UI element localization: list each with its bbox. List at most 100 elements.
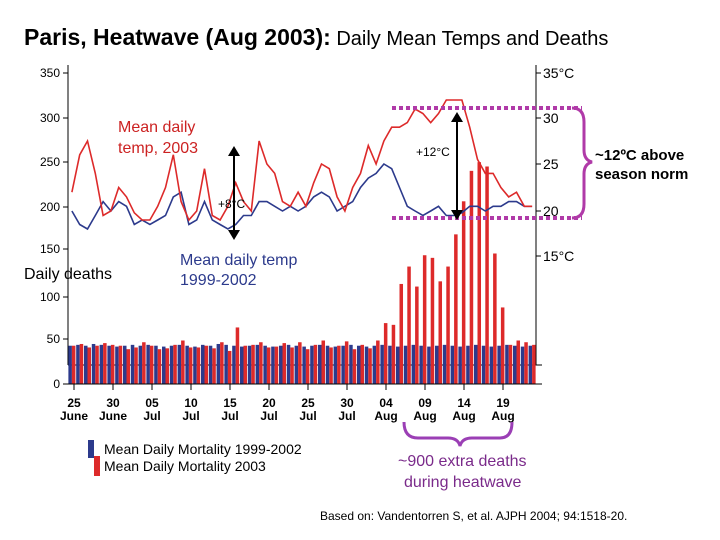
bar-2003 — [142, 342, 146, 384]
bar-2003 — [212, 348, 216, 384]
bar-2003 — [391, 324, 396, 384]
right-tick-label-15: 15°C — [543, 248, 574, 264]
bar-baseline — [255, 344, 260, 384]
bar-baseline — [161, 346, 166, 384]
label-extra-deaths-line2: during heatwave — [404, 474, 522, 491]
bar-baseline — [403, 345, 408, 384]
bar-baseline — [193, 346, 197, 384]
x-tick-label-month: Jul — [338, 409, 355, 423]
plus12-arrow-down-head — [451, 210, 463, 220]
bar-2003 — [493, 253, 497, 384]
bar-baseline — [419, 345, 423, 384]
x-tick-label-day: 04 — [379, 396, 393, 410]
chart-title-sub: Daily Mean Temps and Deaths — [330, 28, 609, 50]
bar-2003 — [110, 344, 115, 384]
x-tick-label-month: Aug — [452, 409, 475, 423]
x-tick-label-month: Jul — [143, 409, 160, 423]
left-tick-label-50: 50 — [47, 332, 61, 346]
bar-baseline — [154, 345, 158, 384]
bar-baseline — [512, 345, 517, 384]
left-tick-label-100: 100 — [40, 290, 60, 304]
bar-2003 — [383, 323, 388, 384]
chart-title: Paris, Heatwave (Aug 2003): Daily Mean T… — [24, 24, 608, 51]
bar-2003 — [376, 340, 380, 384]
left-tick-label-200: 200 — [40, 200, 60, 214]
bar-2003 — [305, 349, 310, 384]
bar-2003 — [103, 343, 107, 384]
bar-2003 — [329, 347, 333, 384]
x-tick-label-month: Jul — [182, 409, 199, 423]
bar-baseline — [341, 345, 345, 384]
bar-baseline — [442, 344, 447, 384]
x-tick-label-month: Jul — [260, 409, 277, 423]
label-mean-temp-2003-line2: temp, 2003 — [118, 140, 198, 157]
bar-2003 — [251, 344, 255, 384]
bar-baseline — [83, 345, 88, 384]
x-tick-label-day: 25 — [67, 396, 81, 410]
source-footnote: Based on: Vandentorren S, et al. AJPH 20… — [320, 509, 628, 523]
bar-2003 — [532, 344, 536, 384]
bar-baseline — [528, 345, 533, 384]
bar-baseline — [169, 345, 174, 384]
bar-baseline — [286, 344, 291, 384]
label-mean-temp-2003-line1: Mean daily — [118, 119, 195, 136]
bar-2003 — [360, 344, 365, 384]
right-tick-label-35: 35°C — [543, 65, 574, 81]
bar-baseline — [458, 346, 462, 384]
label-plus8: +8°C — [218, 197, 245, 211]
x-tick-label-day: 10 — [184, 396, 198, 410]
x-tick-label-month: Aug — [374, 409, 397, 423]
x-tick-label-month: June — [99, 409, 127, 423]
bar-baseline — [489, 346, 494, 384]
bar-baseline — [278, 345, 283, 384]
extra-deaths-brace — [402, 421, 514, 447]
bar-baseline — [138, 345, 143, 384]
bar-baseline — [185, 345, 189, 384]
bar-2003 — [181, 340, 185, 384]
bar-2003 — [500, 307, 505, 384]
bar-2003 — [399, 283, 404, 384]
bars-layer — [68, 162, 542, 385]
left-tick-label-250: 250 — [40, 155, 60, 169]
bar-2003 — [259, 342, 263, 384]
x-tick-label-month: Aug — [491, 409, 514, 423]
bar-2003 — [227, 350, 232, 384]
label-extra-deaths-line1: ~900 extra deaths — [398, 453, 527, 470]
bar-2003 — [149, 345, 154, 384]
x-tick-label-day: 20 — [262, 396, 276, 410]
bar-baseline — [247, 345, 252, 384]
x-tick-label-month: Aug — [413, 409, 436, 423]
legend-label-2003: Mean Daily Mortality 2003 — [104, 458, 266, 474]
bar-baseline — [302, 346, 306, 384]
right-tick-label-30: 30 — [543, 110, 559, 126]
bar-baseline — [388, 345, 392, 384]
bar-2003 — [290, 347, 294, 384]
legend-swatch-2003 — [94, 456, 100, 476]
bar-2003 — [204, 345, 209, 384]
bar-baseline — [177, 344, 182, 384]
above-norm-brace — [571, 106, 593, 220]
bar-baseline — [481, 345, 486, 384]
bar-baseline — [395, 346, 400, 384]
x-tick-label-day: 15 — [223, 396, 237, 410]
legend-label-baseline: Mean Daily Mortality 1999-2002 — [104, 441, 302, 457]
bar-2003 — [79, 343, 84, 384]
right-axis: 15°C 20 25 30 35°C — [535, 65, 574, 365]
bar-2003 — [352, 349, 357, 384]
bar-2003 — [313, 344, 318, 384]
bar-baseline — [505, 344, 509, 384]
bar-2003 — [321, 340, 326, 384]
bar-2003 — [368, 348, 372, 384]
bar-baseline — [115, 346, 119, 384]
bar-baseline — [68, 345, 72, 384]
left-tick-label-0: 0 — [53, 377, 60, 391]
x-tick-label-day: 30 — [106, 396, 120, 410]
bar-2003 — [524, 342, 528, 384]
label-above-norm-line1: ~12ºC above — [595, 147, 684, 164]
right-tick-label-25: 25 — [543, 156, 559, 172]
bar-baseline — [380, 344, 384, 384]
bar-baseline — [427, 346, 431, 384]
bar-2003 — [165, 348, 170, 384]
bar-2003 — [469, 170, 474, 384]
